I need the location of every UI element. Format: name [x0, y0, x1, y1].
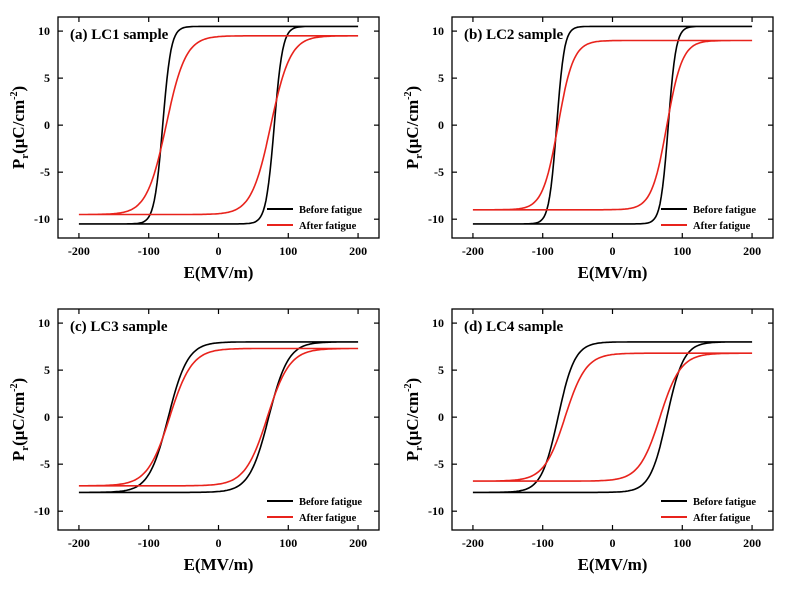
x-axis-title: E(MV/m) — [184, 555, 254, 574]
y-tick-label: -5 — [40, 165, 50, 179]
x-tick-label: 200 — [743, 244, 761, 258]
panel-4: -200 -100 0 100 200 -10 -5 0 5 10 (d) LC4 sample E(… — [403, 308, 774, 574]
y-tick-label: -10 — [428, 212, 444, 226]
y-tick-label: 5 — [438, 363, 444, 377]
y-tick-label: 10 — [38, 24, 50, 38]
x-tick-label: -100 — [532, 244, 554, 258]
x-tick-label: 100 — [673, 244, 691, 258]
legend-label: After fatigue — [299, 513, 357, 524]
y-tick-label: 0 — [44, 118, 50, 132]
y-tick-label: 5 — [44, 363, 50, 377]
x-tick-label: 100 — [673, 536, 691, 550]
x-axis-title: E(MV/m) — [578, 263, 648, 282]
x-tick-label: 100 — [279, 536, 297, 550]
x-tick-label: 0 — [610, 536, 616, 550]
series-line-after-fatigue — [472, 39, 753, 211]
y-axis-title: Pr(μC/cm-2) — [9, 86, 31, 169]
y-tick-label: -5 — [434, 165, 444, 179]
y-tick-label: 0 — [438, 410, 444, 424]
y-axis-title: Pr(μC/cm-2) — [9, 378, 31, 461]
y-tick-label: -10 — [428, 504, 444, 518]
panel-2: -200 -100 0 100 200 -10 -5 0 5 10 (b) LC2 sample E(… — [403, 16, 774, 282]
x-tick-label: 0 — [216, 536, 222, 550]
y-tick-label: 5 — [438, 71, 444, 85]
y-tick-label: 10 — [432, 24, 444, 38]
y-axis-title: Pr(μC/cm-2) — [403, 86, 425, 169]
x-tick-label: 200 — [349, 536, 367, 550]
x-tick-label: -100 — [138, 244, 160, 258]
series-line-after-fatigue — [472, 352, 753, 482]
legend-label: Before fatigue — [693, 205, 756, 216]
x-tick-label: -200 — [462, 536, 484, 550]
y-tick-label: -10 — [34, 504, 50, 518]
y-tick-label: 5 — [44, 71, 50, 85]
y-tick-label: -5 — [40, 457, 50, 471]
series-line-after-fatigue — [78, 35, 359, 216]
legend-label: After fatigue — [693, 221, 751, 232]
legend-label: After fatigue — [693, 513, 751, 524]
series-line-before-fatigue — [78, 341, 359, 494]
x-tick-label: 100 — [279, 244, 297, 258]
panel-title: (b) LC2 sample — [464, 27, 564, 43]
y-tick-label: 10 — [38, 316, 50, 330]
x-tick-label: -200 — [462, 244, 484, 258]
x-tick-label: 200 — [349, 244, 367, 258]
x-tick-label: -100 — [532, 536, 554, 550]
x-axis-title: E(MV/m) — [578, 555, 648, 574]
x-tick-label: 0 — [610, 244, 616, 258]
y-axis-title: Pr(μC/cm-2) — [403, 378, 425, 461]
x-tick-label: -100 — [138, 536, 160, 550]
x-tick-label: -200 — [68, 244, 90, 258]
panel-title: (d) LC4 sample — [464, 319, 564, 335]
x-axis-title: E(MV/m) — [184, 263, 254, 282]
legend-label: Before fatigue — [299, 497, 362, 508]
x-tick-label: 0 — [216, 244, 222, 258]
panel-1: -200 -100 0 100 200 -10 -5 0 5 10 (a) LC1 sample E(… — [9, 16, 380, 282]
series-line-before-fatigue — [472, 25, 753, 225]
y-tick-label: 0 — [438, 118, 444, 132]
series-line-after-fatigue — [78, 347, 359, 487]
panel-title: (a) LC1 sample — [70, 27, 169, 43]
legend-label: After fatigue — [299, 221, 357, 232]
x-tick-label: -200 — [68, 536, 90, 550]
legend-label: Before fatigue — [299, 205, 362, 216]
panel-3: -200 -100 0 100 200 -10 -5 0 5 10 (c) LC3 sample E(… — [9, 308, 380, 574]
series-line-before-fatigue — [78, 25, 359, 225]
y-tick-label: -10 — [34, 212, 50, 226]
panel-title: (c) LC3 sample — [70, 319, 168, 335]
x-tick-label: 200 — [743, 536, 761, 550]
y-tick-label: -5 — [434, 457, 444, 471]
series-line-before-fatigue — [472, 341, 753, 494]
legend-label: Before fatigue — [693, 497, 756, 508]
y-tick-label: 10 — [432, 316, 444, 330]
y-tick-label: 0 — [44, 410, 50, 424]
